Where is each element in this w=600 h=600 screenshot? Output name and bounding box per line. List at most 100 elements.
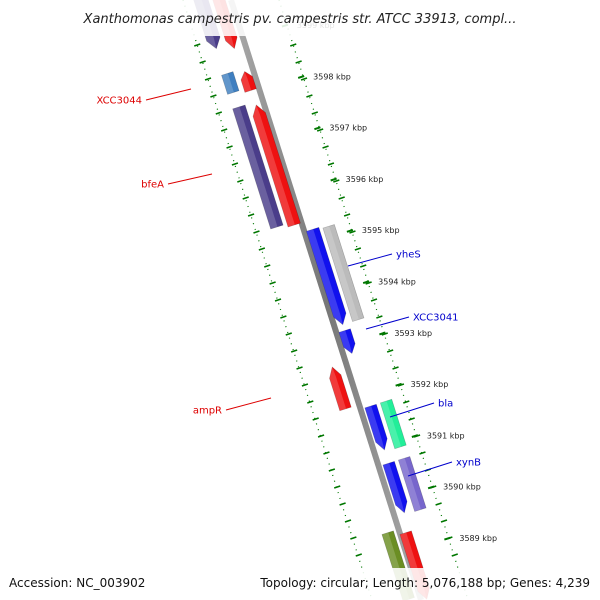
gene-feature-shading	[380, 400, 402, 449]
gene-feature[interactable]	[232, 104, 284, 230]
page-title: Xanthomonas campestris pv. campestris st…	[83, 12, 517, 27]
gene-feature-shading	[338, 330, 352, 354]
minor-tick	[296, 366, 303, 370]
minor-tick	[403, 400, 410, 404]
kbp-tick	[346, 228, 354, 233]
minor-tick	[392, 366, 399, 370]
footer-band	[0, 568, 600, 600]
gene-label-leader	[347, 253, 393, 267]
gene-feature[interactable]	[338, 328, 358, 356]
minor-tick	[204, 77, 212, 81]
gene-feature-shading	[241, 71, 252, 93]
kbp-tick-label: 3589 kbp	[459, 534, 497, 543]
gene-label-leader	[145, 88, 192, 101]
minor-tick	[440, 519, 448, 523]
minor-tick	[370, 298, 378, 302]
gene-feature-shading	[306, 229, 343, 325]
kbp-tick-label: 3590 kbp	[443, 483, 481, 492]
gene-label[interactable]: XCC3044	[96, 96, 142, 107]
gene-feature[interactable]	[250, 103, 301, 228]
gene-label-leader	[407, 461, 453, 477]
minor-tick	[295, 60, 302, 64]
minor-tick	[312, 417, 319, 421]
gene-feature-shading	[232, 106, 278, 230]
gene-feature-shading	[364, 405, 385, 450]
gene-label-leader	[167, 173, 213, 185]
minor-tick	[386, 349, 394, 353]
kbp-tick	[395, 382, 402, 387]
minor-tick	[339, 502, 346, 506]
gene-label[interactable]: yheS	[396, 250, 421, 261]
kbp-tick-label: 3594 kbp	[378, 278, 416, 287]
minor-tick	[323, 451, 330, 455]
gene-label[interactable]: xynB	[456, 458, 481, 469]
accession-text: Accession: NC_003902	[9, 576, 145, 590]
minor-tick	[300, 77, 308, 81]
kbp-tick-label: 3591 kbp	[427, 431, 465, 440]
minor-tick	[289, 43, 297, 47]
gene-feature-shading	[221, 73, 234, 95]
gene-label[interactable]: ampR	[193, 406, 222, 417]
minor-tick	[316, 128, 324, 132]
minor-tick	[258, 247, 266, 251]
minor-tick	[290, 349, 298, 353]
gene-labels: XCC3044 bfeA ampR yheS XCC3041 bla xynB	[96, 88, 481, 477]
minor-tick	[306, 94, 313, 98]
genome-backbone	[228, 0, 424, 600]
kbp-tick-label: 3598 kbp	[313, 72, 351, 81]
minor-tick	[365, 281, 372, 285]
kbp-tick	[297, 75, 305, 79]
minor-tick	[253, 230, 260, 234]
minor-tick	[328, 468, 336, 472]
minor-tick	[269, 281, 276, 285]
kbp-tick	[362, 280, 370, 285]
gene-feature[interactable]	[239, 70, 257, 93]
minor-tick	[311, 111, 319, 115]
gene-feature-shading	[322, 226, 359, 322]
topology-text: Topology: circular; Length: 5,076,188 bp…	[259, 576, 590, 590]
minor-tick	[376, 315, 383, 319]
title-band	[0, 0, 600, 36]
minor-tick	[333, 179, 340, 183]
minor-tick	[408, 417, 415, 421]
kbp-tick	[379, 331, 386, 336]
gene-feature[interactable]	[398, 456, 427, 512]
gene-feature-shading	[398, 458, 421, 512]
gene-feature[interactable]	[364, 403, 390, 451]
minor-tick	[231, 162, 239, 166]
gene-label-leader	[365, 316, 410, 330]
gene-label-leader	[389, 402, 435, 418]
minor-tick	[355, 553, 363, 557]
minor-tick	[333, 485, 341, 489]
kbp-tick	[330, 177, 337, 182]
gene-feature-shading	[329, 367, 347, 411]
gene-feature-shading	[253, 104, 295, 228]
gene-feature[interactable]	[306, 226, 349, 326]
minor-tick	[301, 383, 309, 387]
gene-label[interactable]: XCC3041	[413, 313, 459, 324]
gene-feature[interactable]	[327, 365, 352, 412]
gene-feature[interactable]	[379, 398, 407, 450]
minor-tick	[215, 111, 223, 115]
minor-tick	[435, 502, 442, 506]
minor-tick	[199, 60, 206, 64]
minor-tick	[280, 315, 287, 319]
kbp-tick-label: 3593 kbp	[394, 329, 432, 338]
gene-feature[interactable]	[221, 71, 240, 95]
gene-features	[191, 0, 430, 600]
minor-tick	[247, 213, 255, 217]
gene-feature[interactable]	[382, 461, 410, 514]
gene-feature-shading	[382, 463, 405, 513]
minor-tick	[210, 94, 217, 98]
gene-label[interactable]: bla	[438, 399, 453, 410]
gene-label[interactable]: bfeA	[141, 180, 164, 191]
minor-tick	[307, 400, 314, 404]
minor-tick	[322, 145, 329, 149]
minor-tick	[237, 179, 244, 183]
gene-feature[interactable]	[322, 224, 365, 322]
minor-tick	[317, 434, 325, 438]
minor-tick	[327, 162, 335, 166]
minor-tick	[446, 536, 453, 540]
gene-label-leader	[225, 397, 272, 411]
